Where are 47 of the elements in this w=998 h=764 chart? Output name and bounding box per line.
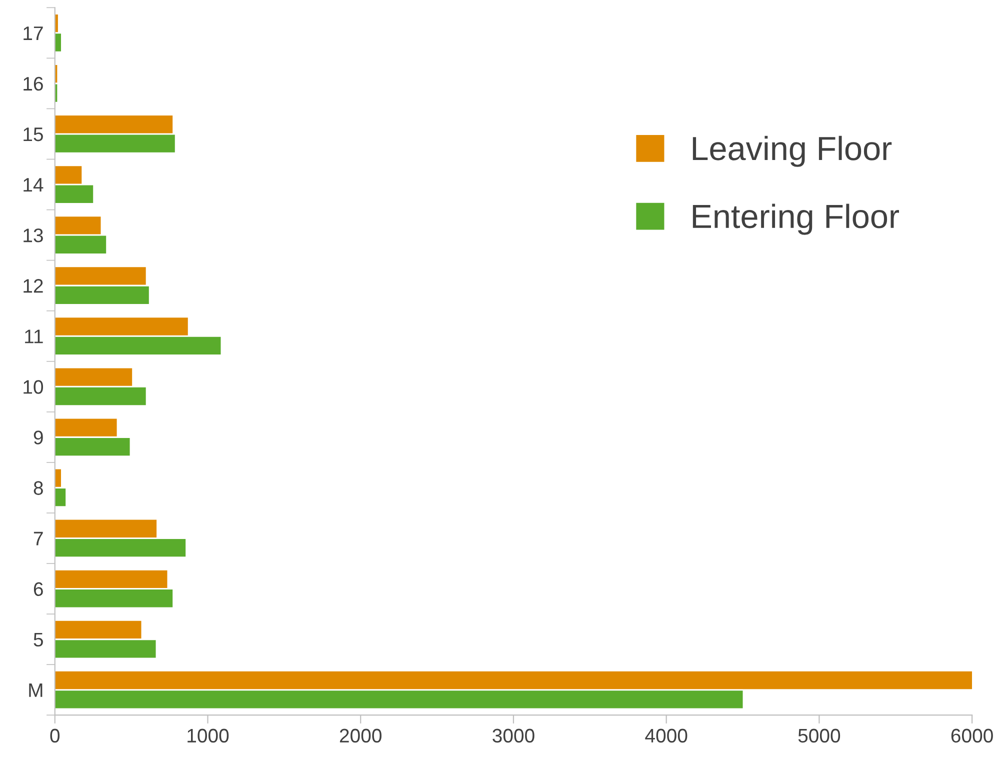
y-tick-label: 14: [24, 178, 44, 192]
bar: [54, 236, 106, 254]
x-tick-label: 2000: [340, 728, 382, 743]
y-tick-label: 16: [24, 76, 43, 91]
bar: [54, 387, 146, 406]
bar: [54, 520, 157, 538]
bar: [54, 590, 173, 608]
y-tick-label: 17: [24, 26, 43, 40]
x-tick-label: 6000: [951, 728, 993, 743]
x-tick-label: 0: [50, 728, 60, 743]
legend-label: Entering Floor: [692, 204, 900, 235]
bar: [54, 318, 188, 336]
y-tick-label: 10: [24, 380, 44, 394]
x-tick-label: 5000: [798, 728, 840, 743]
y-tick-label: 6: [34, 582, 43, 596]
bar: [54, 34, 62, 52]
y-tick-label: 7: [34, 532, 43, 546]
bar: [54, 640, 156, 658]
bar: [54, 286, 149, 304]
x-tick-label: 1000: [188, 728, 229, 743]
bar: [54, 488, 66, 506]
bar: [54, 116, 173, 134]
y-tick-label: 8: [34, 481, 43, 495]
y-tick-label: 5: [34, 632, 43, 647]
bar: [54, 438, 130, 456]
bar: [54, 336, 221, 355]
bar: [54, 690, 743, 708]
bar: [54, 134, 175, 152]
y-tick-label: 9: [34, 430, 43, 444]
y-tick-label: 15: [24, 128, 43, 142]
bar: [54, 216, 101, 234]
y-tick-label: M: [29, 684, 42, 697]
bar: [54, 166, 82, 184]
bar: [54, 368, 132, 386]
bar: [54, 570, 168, 588]
bar: [54, 267, 146, 285]
bar: [54, 620, 142, 639]
y-tick-label: 13: [24, 228, 43, 242]
bar: [54, 185, 94, 203]
bar: [54, 671, 972, 690]
bar: [54, 418, 117, 436]
bar: [54, 539, 186, 557]
x-tick-label: 4000: [645, 728, 688, 743]
y-tick-label: 12: [24, 279, 43, 293]
y-tick-label: 11: [25, 330, 43, 344]
legend-label: Leaving Floor: [692, 136, 892, 167]
x-tick-label: 3000: [492, 728, 534, 743]
